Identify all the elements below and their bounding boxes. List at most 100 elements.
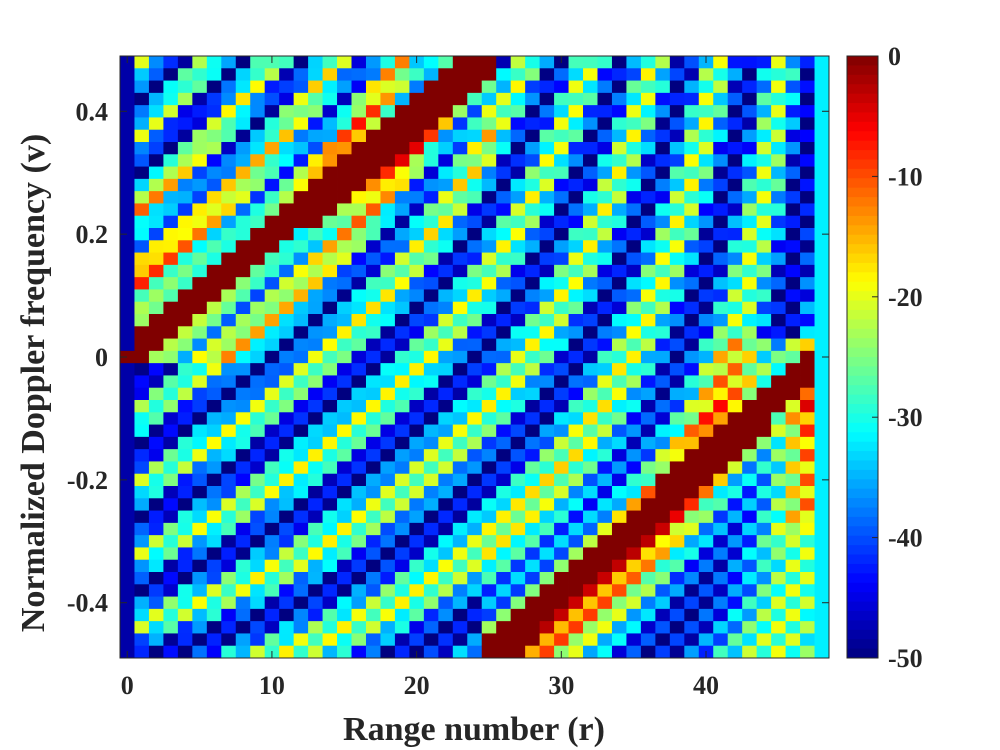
colorbar-swatch bbox=[847, 498, 878, 508]
heatmap-cell bbox=[814, 301, 830, 315]
heatmap-cell bbox=[351, 314, 367, 327]
heatmap-cell bbox=[365, 129, 381, 143]
heatmap-cell bbox=[814, 252, 830, 266]
heatmap-cell bbox=[351, 473, 367, 487]
heatmap-cell bbox=[279, 117, 295, 131]
heatmap-cell bbox=[481, 608, 497, 622]
heatmap-cell bbox=[380, 461, 396, 475]
heatmap-cell bbox=[525, 80, 541, 94]
heatmap-cell bbox=[163, 572, 179, 585]
heatmap-cell bbox=[684, 572, 700, 585]
heatmap-cell bbox=[771, 301, 786, 315]
heatmap-cell bbox=[264, 228, 280, 241]
colorbar-swatch bbox=[847, 629, 878, 640]
heatmap-cell bbox=[713, 363, 729, 376]
heatmap-cell bbox=[380, 338, 396, 352]
heatmap-cell bbox=[756, 142, 772, 155]
heatmap-cell bbox=[510, 240, 526, 253]
heatmap-cell bbox=[742, 289, 758, 303]
heatmap-cell bbox=[698, 105, 714, 118]
heatmap-cell bbox=[394, 56, 410, 69]
x-axis-label: Range number (r) bbox=[343, 711, 605, 748]
heatmap-cell bbox=[684, 387, 700, 401]
heatmap-cell bbox=[800, 277, 815, 290]
heatmap-cell bbox=[496, 350, 512, 364]
heatmap-cell bbox=[800, 314, 815, 327]
heatmap-cell bbox=[611, 191, 627, 204]
heatmap-cell bbox=[814, 203, 830, 217]
heatmap-cell bbox=[756, 387, 772, 401]
heatmap-cell bbox=[742, 535, 758, 548]
heatmap-cell bbox=[669, 436, 685, 450]
heatmap-cell bbox=[640, 142, 656, 155]
heatmap-cell bbox=[525, 314, 541, 327]
heatmap-cell bbox=[510, 215, 526, 229]
heatmap-cell bbox=[539, 178, 555, 192]
heatmap-cell bbox=[583, 510, 598, 524]
heatmap-cell bbox=[380, 191, 396, 204]
heatmap-cell bbox=[351, 621, 367, 634]
heatmap-cell bbox=[568, 301, 584, 315]
heatmap-cell bbox=[134, 191, 150, 204]
heatmap-cell bbox=[684, 461, 700, 475]
heatmap-cell bbox=[337, 326, 352, 339]
heatmap-cell bbox=[452, 178, 468, 192]
heatmap-cell bbox=[452, 203, 468, 217]
heatmap-cell bbox=[467, 203, 483, 217]
heatmap-cell bbox=[394, 191, 410, 204]
heatmap-cell bbox=[148, 522, 164, 536]
heatmap-cell bbox=[380, 277, 396, 290]
heatmap-cell bbox=[264, 412, 280, 425]
x-axis: 0 10 20 30 40 bbox=[121, 56, 719, 700]
heatmap-cell bbox=[293, 203, 309, 217]
heatmap-cell bbox=[568, 80, 584, 94]
heatmap-cell bbox=[510, 473, 526, 487]
heatmap-cell bbox=[351, 547, 367, 561]
heatmap-cell bbox=[177, 326, 193, 339]
heatmap-cell bbox=[177, 92, 193, 106]
heatmap-cell bbox=[337, 92, 352, 106]
heatmap-cell bbox=[308, 80, 323, 94]
heatmap-cell bbox=[800, 215, 815, 229]
heatmap-cell bbox=[814, 289, 830, 303]
heatmap-cell bbox=[496, 387, 512, 401]
heatmap-cell bbox=[771, 277, 786, 290]
y-axis: 0.40.20-0.2-0.4 bbox=[67, 97, 829, 618]
heatmap-cell bbox=[380, 510, 396, 524]
heatmap-cell bbox=[148, 203, 164, 217]
heatmap-cell bbox=[177, 436, 193, 450]
heatmap-cell bbox=[727, 215, 743, 229]
heatmap-cell bbox=[206, 559, 222, 573]
heatmap-cell bbox=[394, 621, 410, 634]
heatmap-cell bbox=[206, 436, 222, 450]
heatmap-cell bbox=[814, 326, 830, 339]
heatmap-cell bbox=[568, 264, 584, 278]
heatmap-cell bbox=[163, 338, 179, 352]
heatmap-cell bbox=[438, 56, 454, 69]
heatmap-cell bbox=[640, 277, 656, 290]
heatmap-cell bbox=[308, 56, 323, 69]
heatmap-cell bbox=[423, 547, 439, 561]
heatmap-cell bbox=[409, 486, 425, 499]
heatmap-cell bbox=[481, 240, 497, 253]
heatmap-cell bbox=[250, 572, 266, 585]
heatmap-cell bbox=[525, 277, 541, 290]
heatmap-cell bbox=[742, 559, 758, 573]
heatmap-cell bbox=[293, 572, 309, 585]
heatmap-cell bbox=[554, 178, 569, 192]
heatmap-cell bbox=[120, 117, 135, 131]
heatmap-cell bbox=[655, 289, 671, 303]
heatmap-cell bbox=[756, 363, 772, 376]
heatmap-cell bbox=[134, 289, 150, 303]
heatmap-cell bbox=[308, 326, 323, 339]
heatmap-cell bbox=[626, 449, 642, 462]
colorbar-swatch bbox=[847, 56, 878, 66]
heatmap-cell bbox=[438, 68, 454, 81]
heatmap-cell bbox=[380, 105, 396, 118]
heatmap-cell bbox=[568, 252, 584, 266]
heatmap-cell bbox=[235, 510, 251, 524]
heatmap-cell bbox=[308, 154, 323, 167]
heatmap-cell bbox=[510, 314, 526, 327]
heatmap-cell bbox=[684, 559, 700, 573]
heatmap-cell bbox=[814, 178, 830, 192]
